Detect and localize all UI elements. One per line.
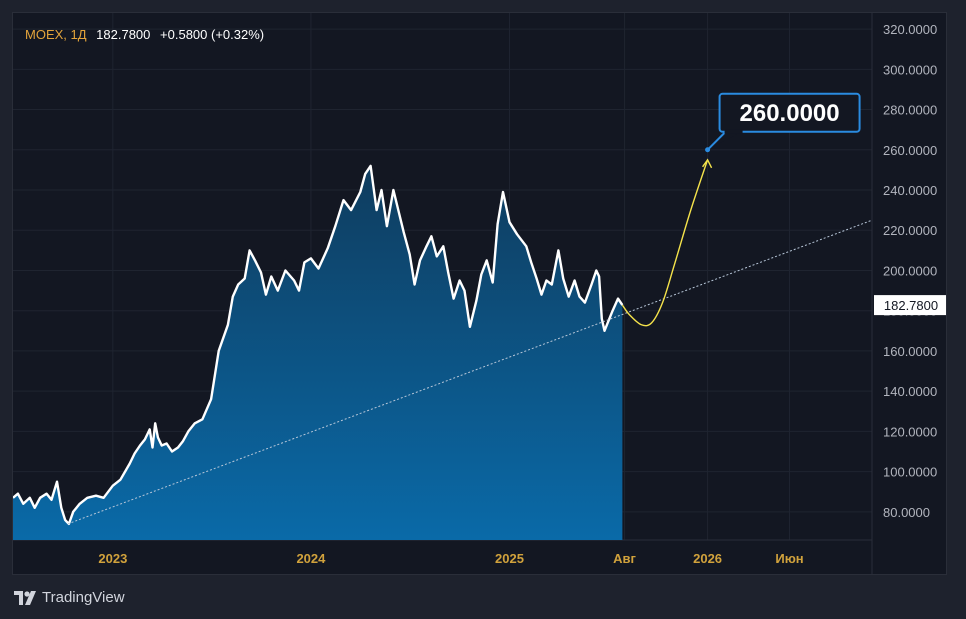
price-tick-label: 280.0000 bbox=[883, 103, 937, 118]
price-tick-label: 160.0000 bbox=[883, 344, 937, 359]
price-tick-label: 320.0000 bbox=[883, 22, 937, 37]
brand-name: TradingView bbox=[42, 589, 125, 606]
tradingview-logo-icon bbox=[14, 590, 36, 605]
last-price-badge bbox=[874, 295, 946, 316]
price-tick-label: 220.0000 bbox=[883, 223, 937, 238]
trend-line[interactable] bbox=[67, 219, 873, 525]
forecast-curve[interactable] bbox=[621, 159, 709, 327]
forecast-arrowhead bbox=[702, 158, 713, 169]
chart-legend: MOEX, 1Д 182.7800 +0.5800 (+0.32%) bbox=[25, 27, 264, 42]
price-tick-label: 200.0000 bbox=[883, 263, 937, 278]
time-tick-label: Июн bbox=[775, 551, 803, 566]
last-price-label: 182.7800 bbox=[884, 298, 938, 313]
price-chart[interactable]: 260.0000 80.0000 100.0000 120.0000 140.0000… bbox=[13, 13, 947, 575]
callout-label: 260.0000 bbox=[740, 100, 840, 127]
price-tick-label: 240.0000 bbox=[883, 183, 937, 198]
price-tick-label: 80.0000 bbox=[883, 505, 930, 520]
price-value: 182.7800 bbox=[96, 27, 151, 42]
time-tick-label: 2026 bbox=[693, 551, 722, 566]
price-tick-label: 140.0000 bbox=[883, 384, 937, 399]
time-tick-label: 2023 bbox=[98, 551, 127, 566]
price-tick-label: 100.0000 bbox=[883, 465, 937, 480]
price-tick-label: 260.0000 bbox=[883, 143, 937, 158]
callout-pointer bbox=[706, 130, 742, 151]
chart-panel[interactable]: 260.0000 80.0000 100.0000 120.0000 140.0000… bbox=[12, 12, 947, 575]
symbol-label: MOEX, 1Д bbox=[25, 27, 87, 42]
price-tick-label: 300.0000 bbox=[883, 62, 937, 77]
price-tick-label: 120.0000 bbox=[883, 424, 937, 439]
callout-gap bbox=[724, 129, 743, 134]
time-tick-label: 2025 bbox=[495, 551, 524, 566]
price-area-fill bbox=[13, 165, 623, 540]
price-change: +0.5800 (+0.32%) bbox=[160, 27, 265, 42]
tradingview-branding[interactable]: TradingView bbox=[14, 589, 125, 606]
time-tick-label: 2024 bbox=[296, 551, 326, 566]
price-line[interactable] bbox=[13, 164, 624, 526]
time-tick-label: Авг bbox=[613, 551, 636, 566]
callout-box[interactable] bbox=[718, 92, 861, 133]
